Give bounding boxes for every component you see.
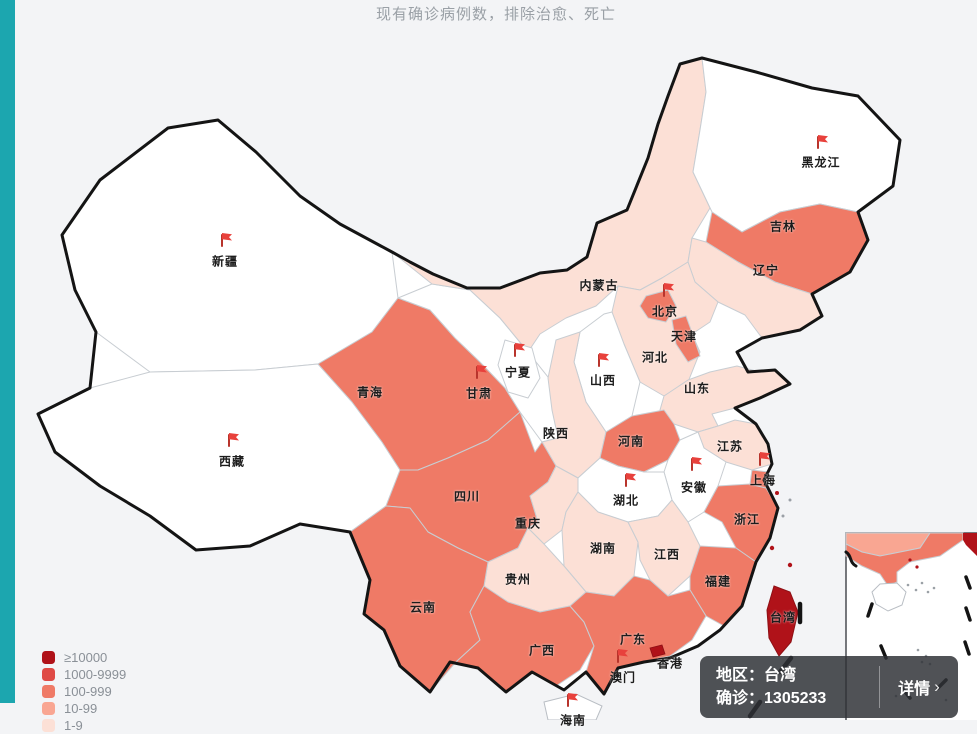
province-taiwan-shape[interactable] (766, 585, 799, 657)
tooltip-region-value: 台湾 (764, 667, 797, 684)
province-hongkong-shape[interactable] (649, 644, 666, 658)
province-beijing-shape[interactable] (639, 289, 677, 323)
country-outline (36, 56, 902, 696)
map-tooltip: 地区：台湾 确诊：1305233 详情 › (700, 656, 958, 718)
legend-item: 1000-9999 (42, 666, 126, 683)
legend-label: 1-9 (64, 718, 83, 733)
tooltip-confirmed-value: 1305233 (764, 690, 827, 707)
province-hainan-shape[interactable] (543, 693, 603, 720)
legend-label: 100-999 (64, 684, 112, 699)
legend-label: ≥10000 (64, 650, 108, 665)
page-title: 现有确诊病例数，排除治愈、死亡 (375, 6, 616, 23)
legend-label: 10-99 (64, 701, 98, 716)
inset-hainan-shape (871, 582, 907, 612)
inset-coast-guangdong (845, 532, 964, 587)
coastal-islets (769, 491, 793, 568)
tooltip-info: 地区：台湾 确诊：1305233 (700, 656, 879, 718)
province-ningxia-shape[interactable] (497, 339, 541, 399)
chevron-right-icon: › (934, 677, 940, 696)
inset-coast-outline (844, 550, 858, 568)
tooltip-region-line: 地区：台湾 (716, 667, 797, 684)
tooltip-details-link[interactable]: 详情 › (898, 677, 940, 698)
legend-swatch (42, 651, 55, 664)
tooltip-confirmed-line: 确诊：1305233 (716, 690, 827, 707)
map-legend: ≥10000 1000-9999 100-999 10-99 1-9 (42, 649, 126, 734)
sidebar-accent-bar (0, 0, 15, 703)
legend-label: 1000-9999 (64, 667, 127, 682)
legend-item: 100-999 (42, 683, 126, 700)
tooltip-divider (879, 666, 880, 708)
inset-red-islets (908, 558, 919, 569)
legend-swatch (42, 702, 55, 715)
province-shanghai-shape[interactable] (749, 469, 769, 489)
legend-swatch (42, 668, 55, 681)
legend-item: ≥10000 (42, 649, 126, 666)
legend-item: 10-99 (42, 700, 126, 717)
province-tianjin-shape[interactable] (671, 315, 701, 363)
inset-dark-region (963, 533, 977, 556)
legend-swatch (42, 719, 55, 732)
legend-swatch (42, 685, 55, 698)
province-xinjiang-shape[interactable] (61, 119, 399, 373)
